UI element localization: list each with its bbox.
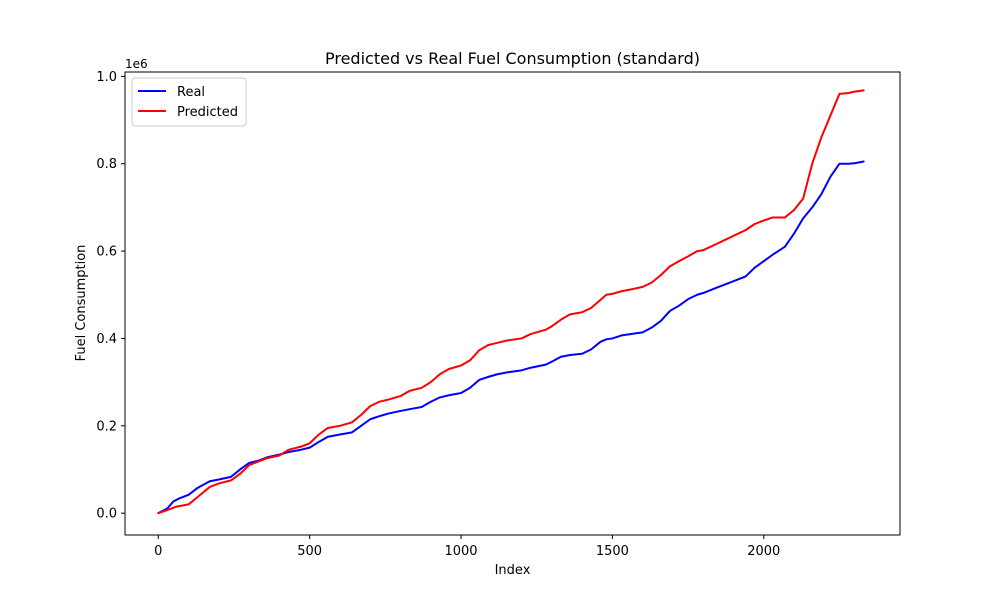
y-tick-label: 0.6: [96, 245, 117, 260]
x-axis-label: Index: [495, 563, 531, 578]
x-tick-label: 1000: [444, 544, 477, 559]
series-line-predicted: [157, 89, 865, 515]
y-tick-label: 0.8: [96, 157, 117, 172]
y-tick-label: 0.4: [96, 332, 117, 347]
x-tick-label: 1500: [596, 544, 629, 559]
legend-label-predicted: Predicted: [177, 105, 238, 120]
y-axis-label: Fuel Consumption: [74, 245, 89, 362]
x-tick-label: 2000: [747, 544, 780, 559]
legend: Real Predicted: [131, 77, 247, 127]
y-offset-label: 1e6: [125, 57, 148, 71]
chart-title: Predicted vs Real Fuel Consumption (stan…: [325, 49, 700, 68]
x-tick-label: 0: [154, 544, 162, 559]
axes-frame: [124, 71, 901, 536]
plot-area: [157, 89, 865, 515]
y-axis: 0.0 0.2 0.4 0.6 0.8 1.0: [96, 70, 125, 522]
x-axis: 0 500 1000 1500 2000: [154, 535, 780, 559]
y-tick-label: 0.2: [96, 419, 117, 434]
x-tick-label: 500: [297, 544, 322, 559]
legend-label-real: Real: [177, 85, 205, 100]
y-tick-label: 0.0: [96, 507, 117, 522]
y-tick-label: 1.0: [96, 70, 117, 85]
